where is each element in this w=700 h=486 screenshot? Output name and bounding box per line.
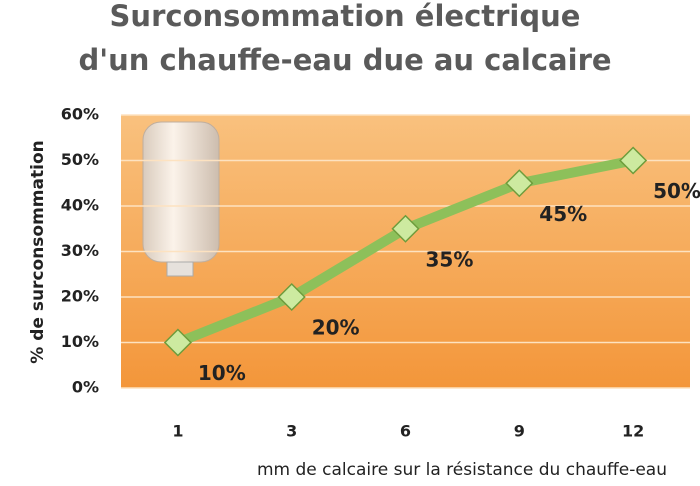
data-label: 45%	[539, 202, 587, 226]
marker	[163, 328, 192, 357]
data-label: 10%	[198, 361, 246, 385]
marker	[619, 146, 648, 175]
y-tick-label: 10%	[61, 332, 99, 351]
x-tick-label: 3	[286, 422, 297, 441]
y-tick-label: 50%	[61, 150, 99, 169]
x-tick-label: 6	[400, 422, 411, 441]
x-tick-label: 1	[172, 422, 183, 441]
data-label: 50%	[653, 179, 700, 203]
y-tick-label: 40%	[61, 196, 99, 215]
y-tick-label: 0%	[72, 378, 99, 397]
x-tick-label: 9	[514, 422, 525, 441]
marker	[391, 214, 420, 243]
y-tick-label: 20%	[61, 287, 99, 306]
y-tick-label: 30%	[61, 241, 99, 260]
water-heater-illustration	[142, 121, 220, 277]
chart-title: d'un chauffe-eau due au calcaire	[78, 43, 611, 77]
x-axis-label: mm de calcaire sur la résistance du chau…	[257, 460, 667, 480]
chart-title: Surconsommation électrique	[110, 0, 581, 33]
y-tick-label: 60%	[61, 105, 99, 124]
marker	[277, 282, 306, 312]
marker	[505, 169, 534, 198]
data-label: 20%	[312, 316, 360, 340]
y-axis-label: % de surconsommation	[28, 140, 48, 363]
data-label: 35%	[426, 247, 474, 271]
x-tick-label: 12	[622, 422, 644, 441]
